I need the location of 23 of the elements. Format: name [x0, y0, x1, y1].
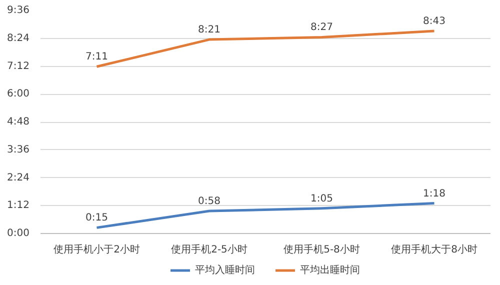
- x-tick-label: 使用手机大于8小时: [391, 244, 478, 256]
- y-tick-label: 4:48: [7, 116, 30, 128]
- x-tick-label: 使用手机5-8小时: [284, 244, 360, 256]
- data-label: 8:27: [310, 22, 333, 34]
- data-label: 1:05: [310, 193, 333, 204]
- y-tick-label: 7:12: [7, 60, 30, 72]
- data-label: 8:21: [198, 24, 220, 36]
- legend-label: 平均入睡时间: [195, 264, 255, 277]
- y-tick-label: 9:36: [7, 5, 30, 16]
- x-tick-label: 使用手机小于2小时: [54, 244, 140, 256]
- data-label: 0:15: [86, 212, 108, 224]
- y-tick-label: 1:12: [7, 200, 30, 212]
- x-tick-label: 使用手机2-5小时: [171, 244, 248, 256]
- y-tick-label: 3:36: [7, 144, 30, 156]
- y-tick-label: 6:00: [7, 88, 30, 100]
- y-tick-label: 8:24: [7, 32, 30, 44]
- data-label: 1:18: [423, 188, 446, 200]
- data-label: 7:11: [86, 52, 108, 63]
- data-label: 0:58: [198, 196, 220, 208]
- data-label: 8:43: [423, 16, 446, 28]
- y-tick-label: 2:24: [7, 172, 30, 184]
- legend-label: 平均出睡时间: [300, 264, 360, 277]
- y-tick-label: 0:00: [7, 228, 30, 239]
